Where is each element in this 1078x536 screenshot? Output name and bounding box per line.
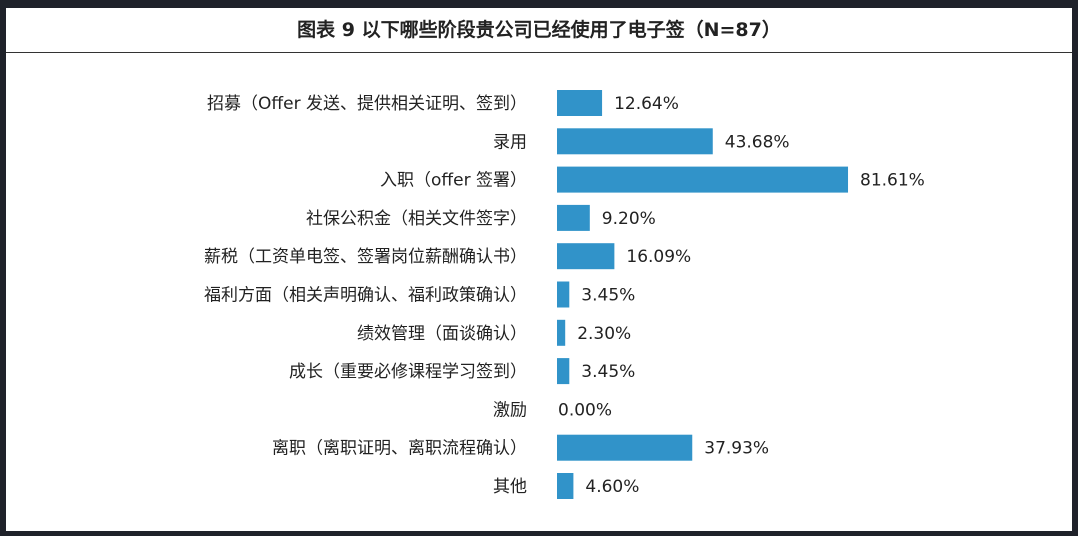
- category-label: 其他: [493, 477, 527, 497]
- category-label: 离职（离职证明、离职流程确认）: [272, 439, 527, 459]
- chart-panel: 图表 9 以下哪些阶段贵公司已经使用了电子签（N=87）: [6, 8, 1072, 531]
- bar: [557, 281, 570, 308]
- data-label: 81.61%: [860, 171, 925, 191]
- category-label: 社保公积金（相关文件签字）: [306, 209, 527, 229]
- data-label: 0.00%: [558, 400, 612, 420]
- bar: [557, 128, 713, 155]
- data-label: 3.45%: [581, 362, 635, 382]
- category-label: 成长（重要必修课程学习签到）: [289, 362, 527, 382]
- bar: [557, 243, 615, 270]
- bar: [557, 358, 570, 385]
- category-label: 入职（offer 签署）: [380, 171, 527, 191]
- bar: [557, 434, 693, 461]
- category-label: 招募（Offer 发送、提供相关证明、签到）: [207, 94, 527, 114]
- category-label: 绩效管理（面谈确认）: [357, 324, 527, 344]
- bar: [557, 473, 574, 499]
- bar: [557, 319, 566, 346]
- category-label: 激励: [493, 400, 527, 420]
- bar: [557, 166, 849, 193]
- category-label: 福利方面（相关声明确认、福利政策确认）: [204, 286, 527, 306]
- bar: [557, 204, 590, 231]
- data-label: 12.64%: [614, 94, 679, 114]
- data-label: 3.45%: [581, 286, 635, 306]
- bar: [557, 90, 603, 116]
- category-label: 录用: [493, 132, 527, 152]
- data-label: 4.60%: [585, 477, 639, 497]
- chart-title: 图表 9 以下哪些阶段贵公司已经使用了电子签（N=87）: [6, 8, 1072, 53]
- data-label: 2.30%: [577, 324, 631, 344]
- data-label: 9.20%: [602, 209, 656, 229]
- data-label: 43.68%: [725, 132, 790, 152]
- data-label: 16.09%: [626, 247, 691, 267]
- data-label: 37.93%: [704, 439, 769, 459]
- category-label: 薪税（工资单电签、签署岗位薪酬确认书）: [204, 247, 527, 267]
